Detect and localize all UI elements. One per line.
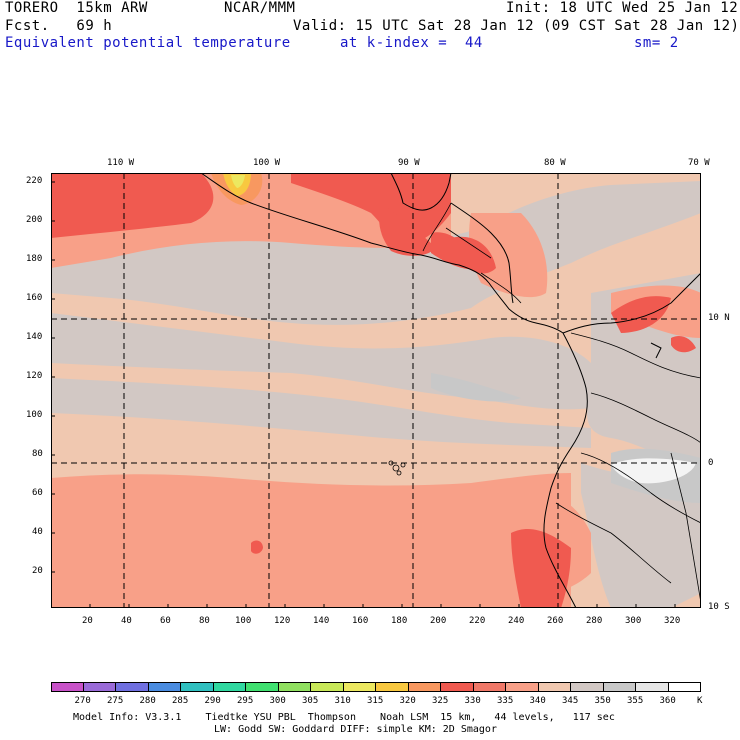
x-tick-label: 60 (160, 616, 171, 626)
colorbar-swatch (51, 682, 84, 692)
lon-label-90w: 90 W (398, 158, 420, 168)
init-time: Init: 18 UTC Wed 25 Jan 12 (506, 0, 739, 16)
red-regions (51, 173, 696, 608)
theta-e-map (51, 173, 701, 608)
colorbar-swatch (278, 682, 311, 692)
colorbar-swatch (636, 682, 669, 692)
organization-label: NCAR/MMM (224, 0, 296, 16)
colorbar-label: 285 (172, 696, 189, 706)
x-tick-label: 300 (625, 616, 642, 626)
x-tick-label: 120 (274, 616, 291, 626)
y-tick-label: 60 (32, 488, 43, 498)
x-tick-label: 220 (469, 616, 486, 626)
colorbar-label: 275 (107, 696, 124, 706)
map-frame (51, 173, 701, 608)
y-tick-label: 100 (26, 410, 43, 420)
colorbar-swatch (603, 682, 636, 692)
y-tick-label: 160 (26, 293, 43, 303)
hot-spot (211, 173, 263, 205)
colorbar-swatch (408, 682, 441, 692)
lat-label-equator: 0 (708, 458, 714, 468)
colorbar-label: 325 (432, 696, 449, 706)
x-tick-label: 200 (430, 616, 447, 626)
model-info-line1: Model Info: V3.3.1 Tiedtke YSU PBL Thomp… (73, 712, 615, 723)
grey-bands (51, 181, 701, 608)
colorbar-label: 290 (204, 696, 221, 706)
lat-label-10s: 10 S (708, 602, 730, 612)
colorbar-label: 355 (627, 696, 644, 706)
smoothing-label: sm= 2 (634, 35, 679, 51)
colorbar-label: 360 (659, 696, 676, 706)
x-tick-label: 140 (313, 616, 330, 626)
x-tick-label: 20 (82, 616, 93, 626)
colorbar-swatch (213, 682, 246, 692)
field-name: Equivalent potential temperature (5, 35, 291, 51)
colorbar-frame (51, 682, 701, 692)
x-tick-label: 180 (391, 616, 408, 626)
colorbar-swatch (246, 682, 279, 692)
colorbar-swatch (506, 682, 539, 692)
x-tick-label: 240 (508, 616, 525, 626)
valid-time: Valid: 15 UTC Sat 28 Jan 12 (09 CST Sat … (293, 18, 740, 34)
colorbar (51, 682, 701, 692)
y-tick-label: 200 (26, 215, 43, 225)
colorbar-swatch (83, 682, 116, 692)
colorbar-label: 330 (464, 696, 481, 706)
colorbar-swatch (181, 682, 214, 692)
lon-label-100w: 100 W (253, 158, 281, 168)
colorbar-label: 315 (367, 696, 384, 706)
colorbar-swatch (441, 682, 474, 692)
level-label: at k-index = 44 (340, 35, 483, 51)
model-run-title: TORERO 15km ARW (5, 0, 148, 16)
y-tick-label: 180 (26, 254, 43, 264)
x-tick-label: 280 (586, 616, 603, 626)
y-tick-label: 140 (26, 332, 43, 342)
lon-label-70w: 70 W (688, 158, 710, 168)
y-tick-label: 80 (32, 449, 43, 459)
x-tick-label: 160 (352, 616, 369, 626)
y-tick-label: 120 (26, 371, 43, 381)
colorbar-label: 295 (237, 696, 254, 706)
colorbar-label: 280 (139, 696, 156, 706)
colorbar-swatch (311, 682, 344, 692)
colorbar-label: 335 (497, 696, 514, 706)
colorbar-label: 345 (562, 696, 579, 706)
white-patch (611, 458, 696, 484)
colorbar-label: 350 (594, 696, 611, 706)
colorbar-label: 305 (302, 696, 319, 706)
lon-label-80w: 80 W (544, 158, 566, 168)
y-tick-label: 220 (26, 176, 43, 186)
x-tick-label: 260 (547, 616, 564, 626)
lat-label-10n: 10 N (708, 313, 730, 323)
colorbar-label: 270 (74, 696, 91, 706)
colorbar-label: 310 (334, 696, 351, 706)
forecast-hour: Fcst. 69 h (5, 18, 113, 34)
colorbar-label: K (697, 696, 703, 706)
x-tick-label: 80 (199, 616, 210, 626)
colorbar-swatch (538, 682, 571, 692)
colorbar-label: 340 (529, 696, 546, 706)
frame-tick-marks (51, 181, 676, 608)
model-info-line2: LW: Godd SW: Goddard DIFF: simple KM: 2D… (214, 724, 497, 735)
colorbar-swatch (571, 682, 604, 692)
colorbar-swatch (473, 682, 506, 692)
x-tick-label: 40 (121, 616, 132, 626)
lon-label-110w: 110 W (107, 158, 135, 168)
y-tick-label: 20 (32, 566, 43, 576)
lat-lon-grid (51, 173, 701, 608)
colorbar-label: 320 (399, 696, 416, 706)
colorbar-label: 300 (269, 696, 286, 706)
x-tick-label: 320 (664, 616, 681, 626)
colorbar-swatch (116, 682, 149, 692)
colorbar-swatch (343, 682, 376, 692)
colorbar-swatch (148, 682, 181, 692)
colorbar-swatch (376, 682, 409, 692)
x-tick-label: 100 (235, 616, 252, 626)
y-tick-label: 40 (32, 527, 43, 537)
country-borders (422, 202, 701, 604)
